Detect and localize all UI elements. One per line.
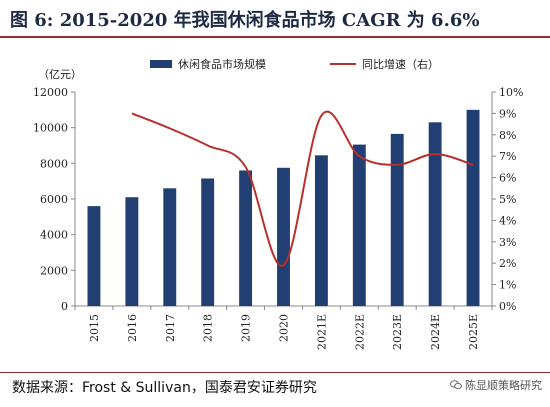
bar: [201, 178, 215, 306]
x-tick-label: 2018: [202, 314, 215, 342]
right-tick-label: 5%: [499, 193, 516, 206]
bar: [428, 122, 442, 306]
title-bar: 图 6: 2015-2020 年我国休闲食品市场 CAGR 为 6.6%: [0, 0, 550, 34]
x-tick-label: 2020: [278, 314, 291, 342]
growth-line: [131, 110, 474, 267]
x-tick-label: 2019: [240, 314, 253, 342]
right-tick-label: 9%: [499, 107, 516, 120]
right-tick-label: 0%: [499, 300, 516, 313]
left-tick-label: 8000: [40, 157, 68, 170]
right-tick-label: 10%: [499, 86, 523, 99]
x-tick-label: 2025E: [467, 314, 480, 350]
right-tick-label: 8%: [499, 129, 516, 142]
title-divider: [0, 36, 550, 38]
chart-title: 图 6: 2015-2020 年我国休闲食品市场 CAGR 为 6.6%: [10, 10, 480, 31]
left-tick-label: 0: [61, 300, 68, 313]
chart: 0 2000 4000 6000 8000 10000 12000 0% 1% 2% 3% 4% 5% 6…: [33, 57, 523, 350]
x-tick-label: 2021E: [315, 314, 328, 350]
bar: [125, 197, 139, 306]
right-tick-label: 7%: [499, 150, 516, 163]
left-tick-label: 6000: [40, 193, 68, 206]
bar: [352, 144, 366, 306]
left-tick-label: 4000: [40, 229, 68, 242]
bar: [314, 155, 328, 306]
x-tick-label: 2016: [126, 314, 139, 342]
legend-bar-label: 休闲食品市场规模: [178, 57, 266, 71]
legend-line-label: 同比增速（右）: [362, 57, 439, 71]
source-note: 数据来源：Frost & Sullivan，国泰君安证券研究: [12, 380, 317, 396]
x-tick-label: 2015: [88, 314, 101, 342]
x-tick-label: 2023E: [391, 314, 404, 350]
left-tick-label: 10000: [33, 122, 68, 135]
wechat-icon: [450, 380, 462, 390]
right-tick-label: 3%: [499, 236, 516, 249]
x-tick-label: 2024E: [429, 314, 442, 350]
legend-bar-swatch: [150, 60, 172, 68]
watermark: 陈显顺策略研究: [450, 377, 542, 393]
left-axis-unit: （亿元）: [38, 68, 82, 81]
bar: [163, 188, 177, 306]
right-tick-label: 1%: [499, 279, 516, 292]
right-tick-label: 4%: [499, 214, 516, 227]
left-tick-label: 2000: [40, 264, 68, 277]
bar: [466, 109, 480, 306]
bar: [239, 170, 253, 306]
right-tick-label: 2%: [499, 257, 516, 270]
bar: [87, 206, 101, 306]
left-tick-label: 12000: [33, 86, 68, 99]
x-tick-label: 2017: [164, 314, 177, 342]
right-tick-label: 6%: [499, 172, 516, 185]
bar: [390, 133, 404, 306]
source-divider: [0, 372, 550, 373]
bar: [277, 167, 290, 306]
watermark-text: 陈显顺策略研究: [465, 379, 542, 392]
x-tick-label: 2022E: [353, 314, 366, 350]
